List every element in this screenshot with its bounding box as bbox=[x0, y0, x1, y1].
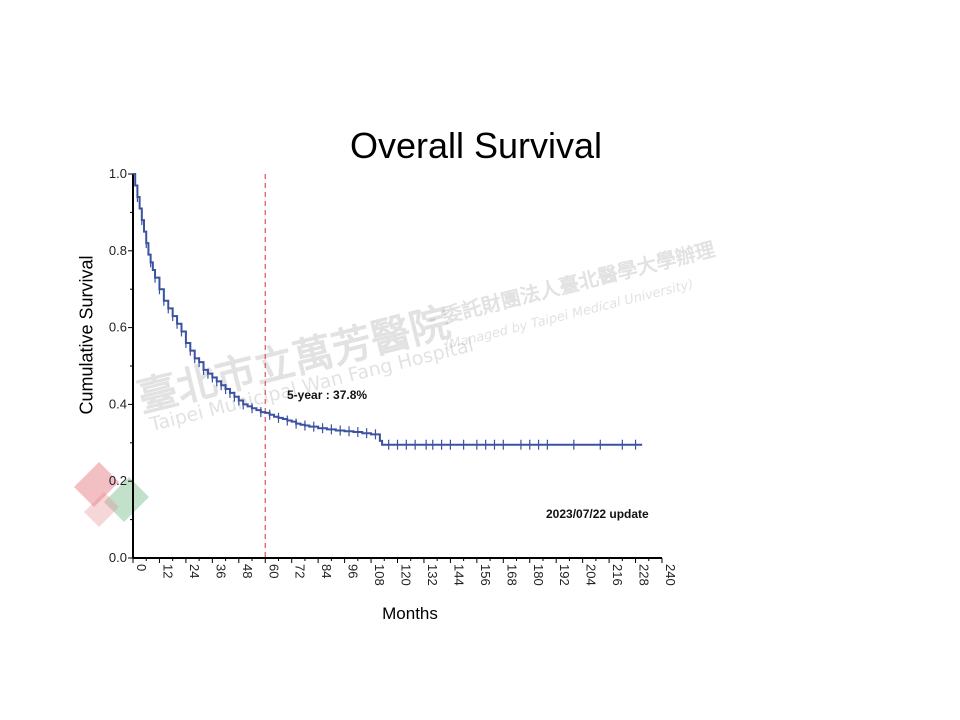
x-tick-label: 72 bbox=[293, 564, 308, 578]
x-tick-label: 48 bbox=[240, 564, 255, 578]
y-tick-label: 0.2 bbox=[109, 473, 127, 488]
y-tick-label: 0.4 bbox=[109, 396, 127, 411]
hospital-logo-icon bbox=[74, 462, 149, 527]
x-tick-label: 192 bbox=[557, 564, 572, 586]
x-tick-label: 132 bbox=[425, 564, 440, 586]
x-tick-label: 240 bbox=[663, 564, 678, 586]
x-tick-label: 84 bbox=[319, 564, 334, 578]
y-tick-label: 0.8 bbox=[109, 243, 127, 258]
x-tick-label: 12 bbox=[160, 564, 175, 578]
x-tick-label: 180 bbox=[531, 564, 546, 586]
chart-axes: 0.0 0.2 0.4 0.6 0.8 1.0 0 12 24 36 48 60 72 84 96 108 12… bbox=[109, 166, 678, 586]
y-tick-label: 0.0 bbox=[109, 550, 127, 565]
x-tick-label: 216 bbox=[610, 564, 625, 586]
x-tick-label: 168 bbox=[504, 564, 519, 586]
y-tick-label: 0.6 bbox=[109, 320, 127, 335]
five-year-annotation: 5-year : 37.8% bbox=[287, 388, 368, 402]
x-tick-label: 108 bbox=[372, 564, 387, 586]
x-tick-label: 144 bbox=[451, 564, 466, 586]
survival-curve-group bbox=[133, 173, 643, 450]
x-tick-label: 36 bbox=[213, 564, 228, 578]
x-tick-label: 96 bbox=[346, 564, 361, 578]
x-tick-label: 120 bbox=[399, 564, 414, 586]
survival-step-line bbox=[133, 173, 643, 446]
update-note: 2023/07/22 update bbox=[546, 507, 649, 521]
x-tick-label: 228 bbox=[637, 564, 652, 586]
x-tick-label: 24 bbox=[187, 564, 202, 578]
x-tick-label: 204 bbox=[584, 564, 599, 586]
x-tick-label: 156 bbox=[478, 564, 493, 586]
x-axis-label: Months bbox=[382, 604, 438, 623]
x-tick-label: 0 bbox=[134, 564, 149, 571]
x-tick-label: 60 bbox=[266, 564, 281, 578]
y-tick-label: 1.0 bbox=[109, 166, 127, 181]
chart-title: Overall Survival bbox=[349, 125, 603, 166]
